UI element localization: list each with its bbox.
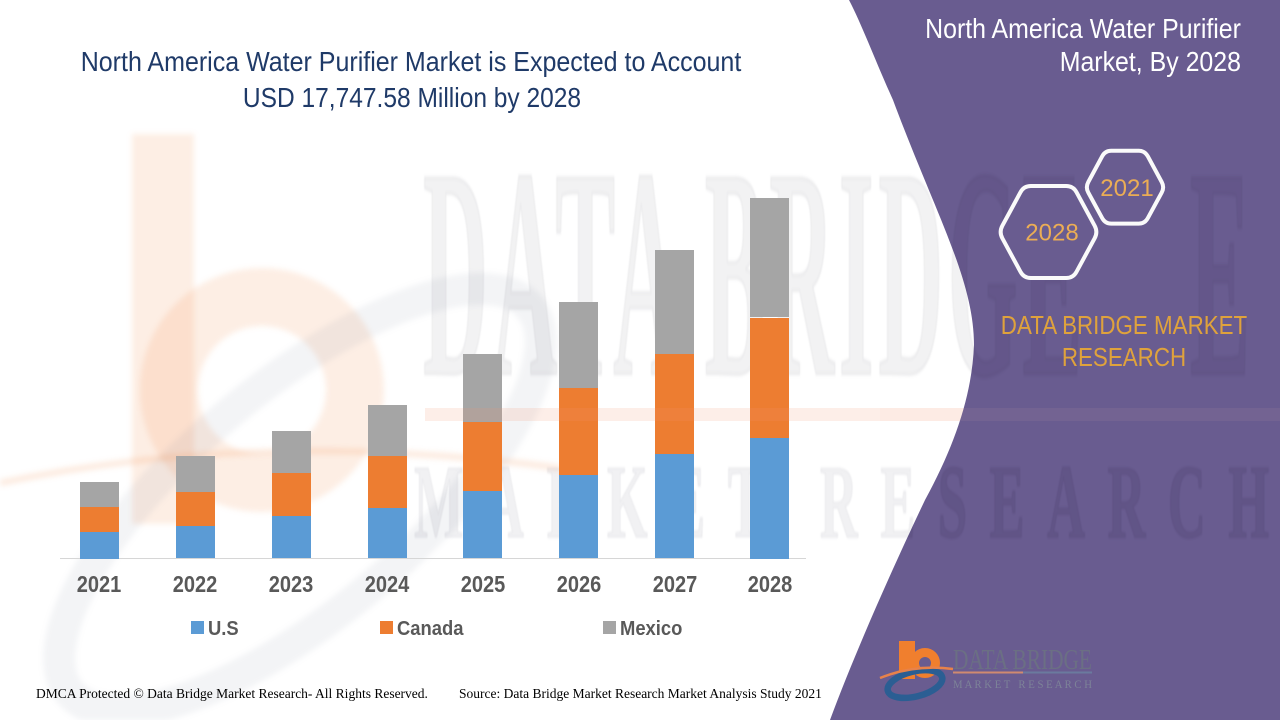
svg-text:2021: 2021 [1100,175,1153,202]
svg-text:2028: 2028 [1025,220,1078,247]
svg-text:M A R K E T R E S E A R C H: M A R K E T R E S E A R C H [953,677,1092,691]
svg-text:DATA BRIDGE: DATA BRIDGE [953,644,1092,676]
